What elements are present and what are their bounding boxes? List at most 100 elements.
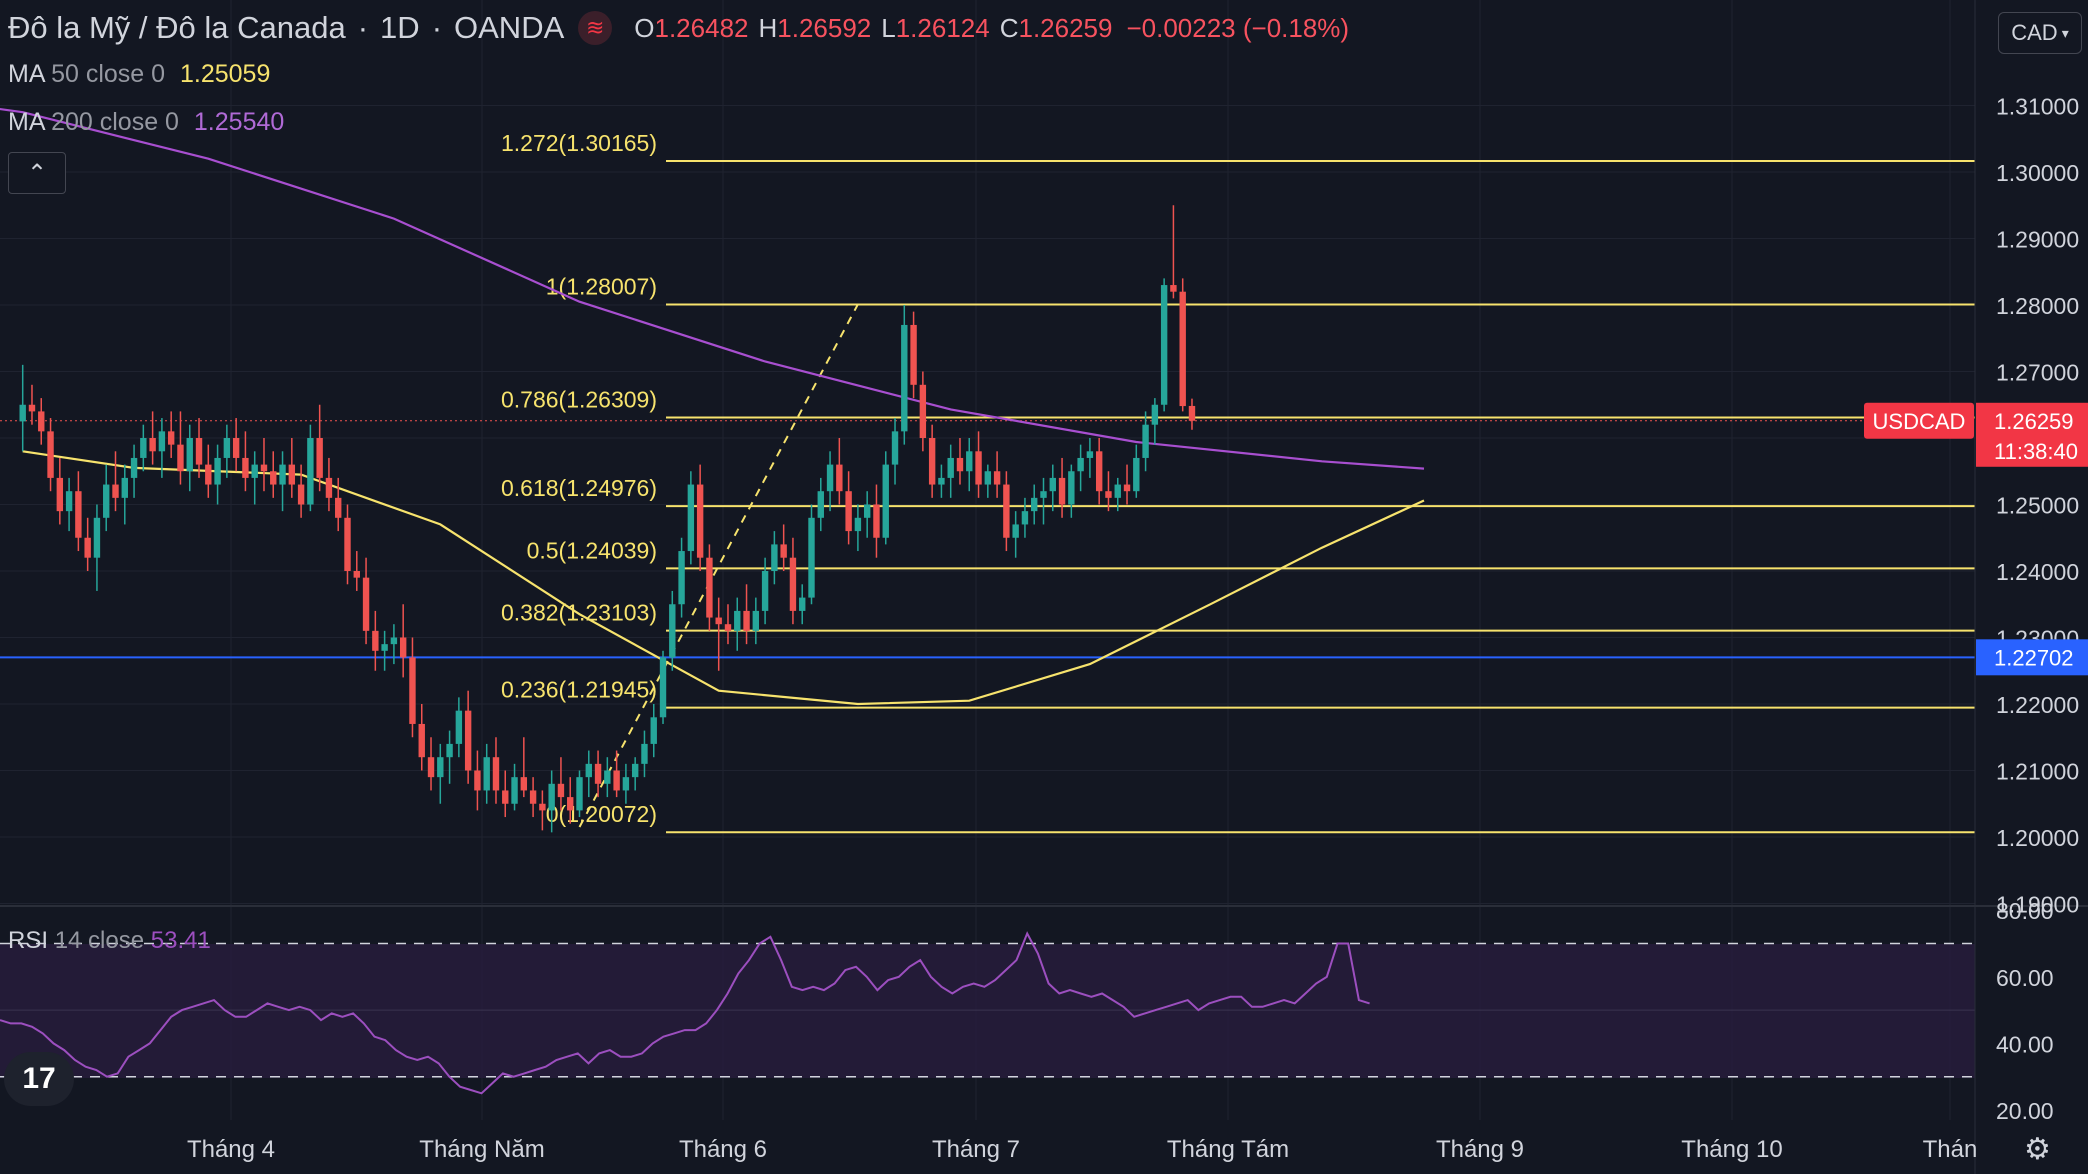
currency-label: CAD xyxy=(2011,20,2058,45)
ma50-legend[interactable]: MA 50 close 0 1.25059 xyxy=(8,60,270,89)
ma200-params: 200 close 0 xyxy=(51,108,179,136)
candle-body xyxy=(1142,424,1149,458)
candle-body xyxy=(28,404,36,412)
open-value: O1.26482 xyxy=(634,13,748,44)
candle-body xyxy=(873,504,880,538)
candle-body xyxy=(1021,511,1029,525)
chevron-up-icon[interactable]: ⌃ xyxy=(8,152,66,194)
candle-body xyxy=(1077,457,1084,472)
ma200-legend[interactable]: MA 200 close 0 1.25540 xyxy=(8,108,284,137)
candle-body xyxy=(780,544,787,558)
candle-body xyxy=(121,477,128,498)
fib-level-label: 1.272(1.30165) xyxy=(501,130,657,156)
candle-body xyxy=(799,597,806,611)
close-label: C xyxy=(999,12,1019,43)
price-tick-label: 1.30000 xyxy=(1996,160,2079,186)
close-number: 1.26259 xyxy=(1018,12,1113,43)
candle-body xyxy=(418,723,425,758)
candle-body xyxy=(502,790,509,804)
change-value: −0.00223 (−0.18%) xyxy=(1126,12,1350,43)
rsi-line xyxy=(0,931,1975,1095)
price-axis[interactable]: 1.31000 1.30000 1.29000 1.28000 1.27000 1.250… xyxy=(1996,94,2079,918)
candle-body xyxy=(112,484,119,498)
candle-body xyxy=(529,790,537,804)
candle-body xyxy=(1086,451,1094,458)
candle-body xyxy=(928,438,936,485)
candle-body xyxy=(1068,471,1075,505)
price-tick-label: 1.28000 xyxy=(1996,293,2079,319)
header-separator: · xyxy=(431,10,443,45)
fib-level-label: 1(1.28007) xyxy=(546,274,657,300)
candle-body xyxy=(167,431,175,445)
tradingview-logo-icon[interactable]: 17 xyxy=(4,1052,74,1106)
candle-body xyxy=(734,610,741,631)
price-tick-label: 1.22000 xyxy=(1996,692,2079,718)
interval-label[interactable]: 1D xyxy=(380,10,420,45)
candle-body xyxy=(149,438,156,452)
fibonacci-levels[interactable]: 1.272(1.30165) 1(1.28007) 0.786(1.26309) 0.… xyxy=(0,130,1975,834)
candle-body xyxy=(669,604,676,658)
candle-body xyxy=(297,484,305,505)
candle-body xyxy=(158,431,166,452)
candle-body xyxy=(84,537,91,558)
candle-body xyxy=(325,477,333,498)
candle-body xyxy=(901,324,908,432)
candle-body xyxy=(585,763,592,778)
open-number: 1.26482 xyxy=(654,12,749,43)
ma50-params: 50 close 0 xyxy=(51,60,166,88)
candle-body xyxy=(557,783,565,798)
candle-body xyxy=(659,657,667,718)
time-tick-label: Thán xyxy=(1923,1136,1978,1163)
candle-body xyxy=(993,471,1001,485)
rsi-legend[interactable]: RSI 14 close 53.41 xyxy=(8,927,211,955)
symbol-tag-text: USDCAD xyxy=(1873,409,1966,434)
gear-icon[interactable]: ⚙ xyxy=(2024,1133,2051,1166)
candle-body xyxy=(251,464,258,478)
candle-body xyxy=(826,464,834,492)
low-number: 1.26124 xyxy=(895,12,990,43)
rsi-tick-label: 60.00 xyxy=(1996,965,2054,991)
candle-body xyxy=(177,444,184,472)
candle-body xyxy=(678,551,685,605)
fib-level-label: 0(1.20072) xyxy=(546,801,657,827)
rsi-tick-label: 40.00 xyxy=(1996,1031,2054,1057)
candle-body xyxy=(335,497,342,518)
time-axis[interactable]: Tháng 4 Tháng Năm Tháng 6 Tháng 7 Tháng Tám T… xyxy=(187,1136,1977,1163)
symbol-name[interactable]: Đô la Mỹ / Đô la Canada xyxy=(8,10,346,45)
candle-body xyxy=(242,457,249,478)
candle-body xyxy=(223,438,231,458)
symbol-tag-badge xyxy=(1864,402,1974,439)
price-tick-label: 1.27000 xyxy=(1996,360,2079,386)
rsi-tick-label: 20.00 xyxy=(1996,1098,2054,1124)
candle-body xyxy=(1058,477,1066,505)
candle-body xyxy=(446,743,453,758)
fib-level-label: 0.5(1.24039) xyxy=(527,537,657,563)
candle-body xyxy=(613,770,620,791)
candle-body xyxy=(975,451,982,485)
hline-price-badge xyxy=(1976,639,2088,676)
chevron-down-icon: ▾ xyxy=(2061,24,2069,41)
hline-price-text: 1.22702 xyxy=(1994,645,2074,670)
candle-body xyxy=(956,457,964,472)
time-tick-label: Tháng 9 xyxy=(1436,1136,1524,1163)
candle-body xyxy=(1105,491,1112,498)
candle-body xyxy=(344,517,351,571)
candle-body xyxy=(214,457,221,485)
candle-body xyxy=(1160,285,1168,405)
candle-body xyxy=(103,484,110,518)
candle-body xyxy=(195,438,203,465)
price-tick-label: 1.21000 xyxy=(1996,759,2079,785)
candles[interactable] xyxy=(19,205,1196,833)
rsi-axis[interactable]: 80.00 60.00 40.00 20.00 xyxy=(1996,898,2054,1124)
currency-button[interactable]: CAD ▾ xyxy=(1998,12,2082,54)
exchange-label[interactable]: OANDA xyxy=(454,10,565,45)
candle-body xyxy=(492,757,500,791)
low-value: L1.26124 xyxy=(881,13,989,44)
wave-icon[interactable]: ≋ xyxy=(578,11,613,45)
last-price-text: 1.26259 xyxy=(1994,409,2074,434)
candle-body xyxy=(687,484,695,552)
candle-body xyxy=(520,777,528,791)
candle-body xyxy=(743,610,750,631)
candle-body xyxy=(427,757,435,778)
